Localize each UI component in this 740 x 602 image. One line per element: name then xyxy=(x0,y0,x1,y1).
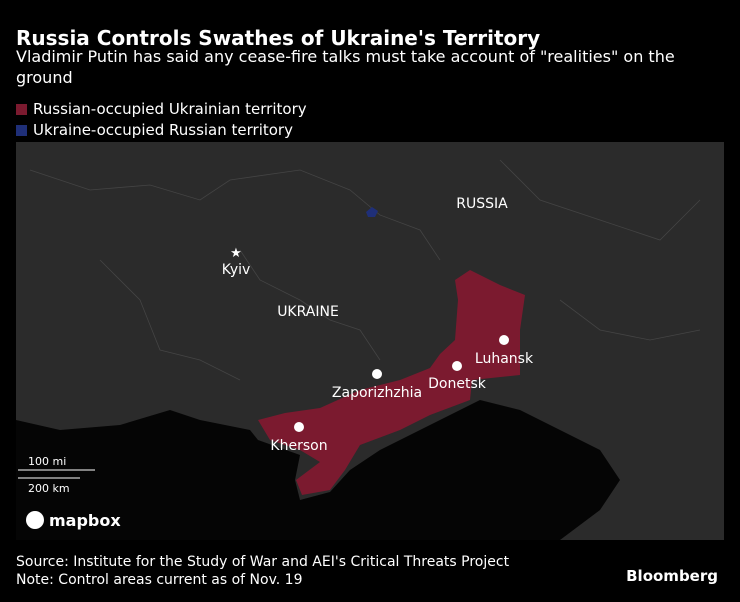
city-label: Luhansk xyxy=(475,351,534,367)
star: ★ xyxy=(230,246,242,261)
title: Russia Controls Swathes of Ukraine's Ter… xyxy=(16,26,541,50)
scale-label: 100 mi xyxy=(28,455,66,468)
note: Note: Control areas current as of Nov. 1… xyxy=(16,572,303,588)
country-label: RUSSIA xyxy=(456,196,508,212)
city-label: Donetsk xyxy=(428,376,487,392)
map: RUSSIA UKRAINE ★ Kyiv Luhansk Donetsk Za… xyxy=(16,142,724,540)
legend-item: Russian-occupied Ukrainian territory xyxy=(16,100,307,118)
legend-swatch xyxy=(16,124,27,136)
city-dot xyxy=(452,361,462,371)
city-label: Zaporizhzhia xyxy=(332,385,422,401)
source: Source: Institute for the Study of War a… xyxy=(16,554,510,570)
sea xyxy=(16,400,620,540)
borders xyxy=(29,159,701,381)
attribution: mapbox xyxy=(49,511,121,530)
legend-label: Ukraine-occupied Russian territory xyxy=(33,121,293,139)
city-dot xyxy=(372,369,382,379)
city-label: Kherson xyxy=(270,438,327,454)
country-label: UKRAINE xyxy=(277,304,339,320)
scale-label: 200 km xyxy=(28,482,70,495)
occupied-russia xyxy=(366,207,378,217)
brand: Bloomberg xyxy=(626,567,718,585)
occupied-ukraine xyxy=(258,270,525,495)
city-label: Kyiv xyxy=(222,262,251,278)
mapbox-logo xyxy=(26,511,44,529)
city-dot xyxy=(294,422,304,432)
legend-label: Russian-occupied Ukrainian territory xyxy=(33,100,307,118)
subtitle: Vladimir Putin has said any cease-fire t… xyxy=(16,47,675,87)
city-dot xyxy=(499,335,509,345)
legend-item: Ukraine-occupied Russian territory xyxy=(16,121,293,139)
legend-swatch xyxy=(16,103,27,115)
